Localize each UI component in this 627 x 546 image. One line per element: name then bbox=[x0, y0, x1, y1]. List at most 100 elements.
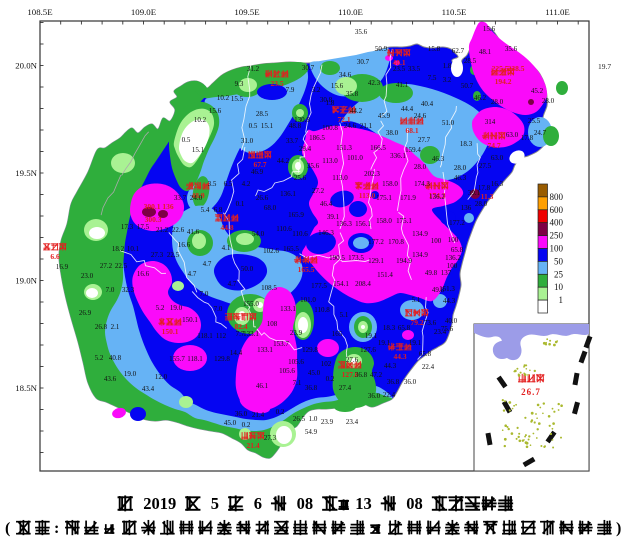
svg-text:134.9: 134.9 bbox=[412, 230, 428, 238]
svg-text:19.0: 19.0 bbox=[124, 370, 137, 378]
svg-text:4.2: 4.2 bbox=[242, 180, 251, 188]
svg-text:35.6: 35.6 bbox=[355, 28, 368, 36]
svg-text:10.1: 10.1 bbox=[127, 245, 140, 253]
svg-text:21.4: 21.4 bbox=[246, 441, 259, 450]
svg-text:39.1: 39.1 bbox=[468, 189, 481, 197]
svg-text:27.2: 27.2 bbox=[100, 262, 113, 270]
svg-text:30.7: 30.7 bbox=[302, 64, 315, 72]
svg-text:15.6: 15.6 bbox=[331, 82, 344, 90]
svg-text:24.6: 24.6 bbox=[344, 122, 357, 130]
svg-text:45.0: 45.0 bbox=[308, 369, 321, 377]
svg-text:118.1: 118.1 bbox=[187, 355, 203, 363]
svg-text:22.4: 22.4 bbox=[422, 363, 435, 371]
svg-text:19.0N: 19.0N bbox=[15, 276, 37, 286]
svg-text:50.0: 50.0 bbox=[241, 265, 254, 273]
svg-text:6: 6 bbox=[254, 494, 262, 513]
svg-text:6.5: 6.5 bbox=[224, 180, 233, 188]
svg-text:153.7: 153.7 bbox=[273, 340, 289, 348]
svg-text:109.5E: 109.5E bbox=[234, 7, 259, 17]
svg-text:25.5: 25.5 bbox=[528, 117, 541, 125]
svg-text:49.8: 49.8 bbox=[432, 286, 445, 294]
svg-text:16.6: 16.6 bbox=[137, 270, 150, 278]
svg-text:08: 08 bbox=[406, 494, 423, 513]
svg-text:118.1: 118.1 bbox=[197, 332, 213, 340]
svg-text:10.2: 10.2 bbox=[217, 94, 230, 102]
svg-text:22.5: 22.5 bbox=[167, 251, 180, 259]
svg-text:130.8: 130.8 bbox=[294, 116, 310, 124]
svg-text:7.9: 7.9 bbox=[286, 86, 295, 94]
svg-text:300.1: 300.1 bbox=[144, 202, 161, 211]
svg-text:158.0: 158.0 bbox=[376, 217, 392, 225]
svg-text:34.6: 34.6 bbox=[339, 71, 352, 79]
svg-text:21.1: 21.1 bbox=[360, 122, 373, 130]
svg-text:0.2: 0.2 bbox=[276, 408, 285, 416]
svg-text:12.0: 12.0 bbox=[155, 373, 168, 381]
svg-text:136.2: 136.2 bbox=[429, 193, 445, 201]
svg-text:27.3: 27.3 bbox=[264, 434, 277, 442]
svg-text:15.8: 15.8 bbox=[428, 45, 441, 53]
svg-text:28.0: 28.0 bbox=[454, 164, 467, 172]
svg-text:68.0: 68.0 bbox=[264, 204, 277, 212]
svg-text:36.8: 36.8 bbox=[305, 384, 318, 392]
svg-text:110.6: 110.6 bbox=[292, 230, 308, 238]
svg-text:137: 137 bbox=[441, 269, 452, 277]
svg-text:155.7: 155.7 bbox=[169, 355, 185, 363]
svg-text:50.9: 50.9 bbox=[375, 45, 388, 53]
svg-text:28.0: 28.0 bbox=[491, 98, 504, 106]
svg-text:400: 400 bbox=[550, 218, 564, 228]
svg-text:133.1: 133.1 bbox=[243, 330, 259, 338]
svg-text:25.6: 25.6 bbox=[294, 174, 307, 182]
svg-text:19.1: 19.1 bbox=[365, 332, 378, 340]
svg-text:165.5: 165.5 bbox=[283, 245, 299, 253]
svg-text:113.0: 113.0 bbox=[322, 157, 338, 165]
svg-text:18.5N: 18.5N bbox=[15, 383, 37, 393]
svg-text:108.5: 108.5 bbox=[261, 284, 277, 292]
svg-text:155.0: 155.0 bbox=[243, 300, 259, 308]
svg-text:7.1: 7.1 bbox=[293, 379, 302, 387]
svg-text:110.0E: 110.0E bbox=[338, 7, 363, 17]
svg-text:(: ( bbox=[5, 520, 10, 537]
svg-text:48.8: 48.8 bbox=[289, 122, 302, 130]
svg-text:20.0N: 20.0N bbox=[15, 61, 37, 71]
svg-text:40.0: 40.0 bbox=[445, 317, 458, 325]
svg-text:30.7: 30.7 bbox=[357, 58, 370, 66]
svg-text:100: 100 bbox=[447, 262, 458, 270]
svg-text:136.3: 136.3 bbox=[336, 220, 352, 228]
svg-text:35.6: 35.6 bbox=[505, 45, 518, 53]
svg-text:46.9: 46.9 bbox=[251, 168, 264, 176]
svg-text:151.3: 151.3 bbox=[439, 285, 455, 293]
svg-text:5.4: 5.4 bbox=[201, 206, 210, 214]
svg-text:27.6: 27.6 bbox=[346, 356, 359, 364]
svg-text:24.6: 24.6 bbox=[414, 112, 427, 120]
svg-text:51.0: 51.0 bbox=[442, 119, 455, 127]
svg-text:6.8: 6.8 bbox=[214, 206, 223, 214]
svg-text:26.8: 26.8 bbox=[95, 323, 108, 331]
svg-text:74.7: 74.7 bbox=[487, 141, 500, 150]
svg-text:194.2: 194.2 bbox=[495, 77, 512, 86]
svg-text:73.6: 73.6 bbox=[424, 319, 437, 327]
svg-text:46.1: 46.1 bbox=[256, 382, 269, 390]
svg-text:42.3: 42.3 bbox=[368, 79, 381, 87]
svg-text:7.0: 7.0 bbox=[200, 290, 209, 298]
svg-text:16.9: 16.9 bbox=[56, 263, 69, 271]
svg-text:46.2: 46.2 bbox=[474, 94, 487, 102]
svg-text:7.0: 7.0 bbox=[106, 286, 115, 294]
svg-text:46.3: 46.3 bbox=[454, 174, 467, 182]
svg-text:44.2: 44.2 bbox=[350, 107, 363, 115]
svg-text:29.4: 29.4 bbox=[299, 145, 312, 153]
svg-text:156.1: 156.1 bbox=[355, 220, 371, 228]
svg-text:27.7: 27.7 bbox=[418, 136, 431, 144]
svg-text:40.1: 40.1 bbox=[392, 58, 405, 67]
svg-text:43.4: 43.4 bbox=[142, 385, 155, 393]
svg-text:127.6: 127.6 bbox=[342, 370, 359, 379]
svg-text:33.7: 33.7 bbox=[286, 137, 299, 145]
svg-text:129.8: 129.8 bbox=[214, 355, 230, 363]
svg-text:19.5N: 19.5N bbox=[15, 168, 37, 178]
svg-text:7.5: 7.5 bbox=[428, 74, 437, 82]
svg-text:3.5: 3.5 bbox=[208, 180, 217, 188]
svg-text:127.6: 127.6 bbox=[360, 346, 376, 354]
svg-text:129.8: 129.8 bbox=[302, 346, 318, 354]
svg-text:10.2: 10.2 bbox=[194, 116, 207, 124]
svg-text:40.4: 40.4 bbox=[421, 100, 434, 108]
svg-text:23.5: 23.5 bbox=[270, 79, 283, 88]
